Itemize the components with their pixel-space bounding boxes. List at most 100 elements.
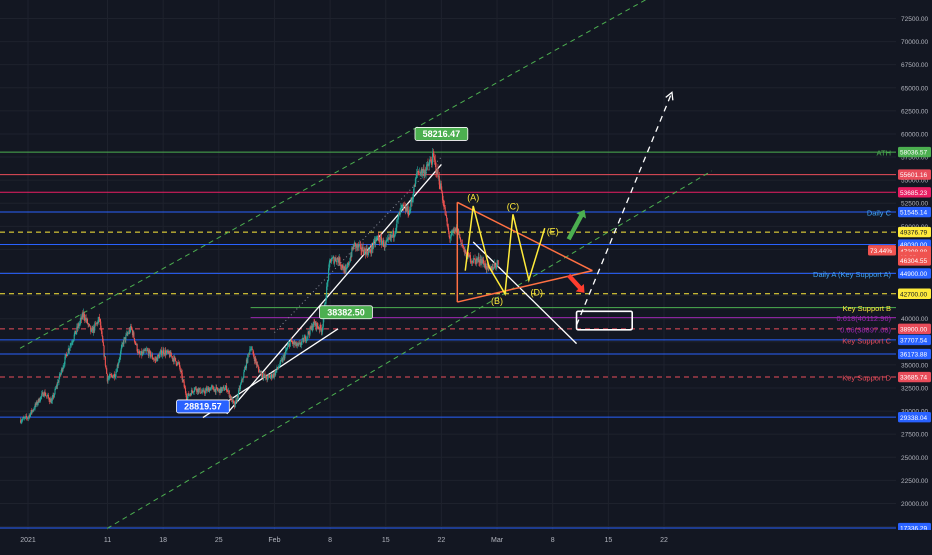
candle-body (365, 248, 367, 255)
candle-body (149, 350, 151, 352)
candle-body (37, 398, 39, 403)
candle-body (37, 402, 39, 405)
candle-body (322, 326, 324, 332)
candle-body (76, 326, 79, 329)
candle-body (162, 349, 164, 354)
candle-body (336, 258, 338, 263)
candle-body (361, 246, 363, 251)
candle-body (491, 267, 493, 271)
candle-body (200, 392, 202, 394)
candle-body (163, 349, 165, 354)
candle-body (220, 387, 222, 392)
candle-body (29, 415, 31, 417)
candle-body (45, 395, 47, 397)
candle-body (486, 264, 488, 270)
candle-body (413, 184, 415, 194)
candle-body (80, 317, 83, 320)
tag-55601: 55601.16 (900, 172, 927, 179)
candle-body (107, 378, 109, 382)
candle-body (420, 168, 422, 173)
candle-body (385, 242, 387, 245)
candle-body (98, 316, 100, 320)
candle-body (146, 349, 148, 351)
candle-body (157, 355, 159, 361)
candle-body (405, 208, 407, 212)
candle-body (281, 359, 283, 361)
price-tick-label: 20000.00 (901, 501, 928, 508)
candle-body (84, 317, 86, 320)
candle-body (404, 206, 406, 207)
candle-body (144, 349, 146, 351)
candle-body (290, 339, 293, 342)
candle-body (74, 330, 77, 334)
candle-body (337, 258, 339, 260)
candle-body (414, 184, 416, 187)
bearish-arrow (566, 273, 585, 293)
price-tick-label: 70000.00 (901, 39, 928, 46)
candle-body (186, 396, 189, 400)
candle-body (128, 330, 130, 334)
candle-body (104, 356, 106, 357)
candle-body (169, 352, 171, 357)
candle-body (429, 160, 431, 163)
candle-body (280, 360, 282, 361)
candle-body (391, 235, 393, 236)
candle-body (360, 244, 362, 251)
candle-body (86, 319, 88, 321)
candle-body (448, 232, 450, 237)
candle-body (158, 355, 160, 358)
candle-body (343, 266, 346, 274)
candle-body (258, 369, 260, 373)
candle-body (201, 391, 203, 393)
candle-body (218, 390, 220, 391)
candle-body (389, 237, 391, 239)
time-scale[interactable]: 2021 11 18 25 Feb 8 15 22 Mar 8 15 22 (20, 537, 668, 544)
tag-53685: 53685.23 (900, 190, 927, 197)
price-tick-label: 52500.00 (901, 201, 928, 208)
candle-body (126, 333, 128, 335)
candle-body (41, 392, 43, 394)
candle-body (460, 239, 462, 245)
candle-body (490, 266, 492, 269)
candle-body (203, 389, 205, 393)
candle-body (390, 235, 392, 238)
candle-body (56, 385, 58, 387)
candle-body (159, 354, 161, 358)
candle-body (239, 387, 241, 389)
candle-body (426, 164, 428, 165)
candle-body (30, 410, 32, 414)
candle-body (85, 317, 87, 321)
candle-body (362, 246, 364, 253)
candle-body (419, 171, 421, 175)
tag-46304: 46304.55 (900, 258, 927, 265)
candle-body (166, 350, 168, 353)
time-scale-background (0, 530, 932, 550)
candle-body (290, 339, 292, 342)
candle-body (133, 332, 135, 339)
candle-body (137, 351, 140, 353)
level-annotation-daily-c: Daily C (867, 209, 892, 218)
candle-body (308, 333, 310, 335)
candle-body (198, 389, 200, 393)
candle-body (63, 365, 65, 368)
candle-body (90, 329, 92, 332)
candle-body (375, 240, 377, 244)
candle-body (155, 357, 157, 360)
candle-body (409, 209, 411, 211)
candle-body (241, 378, 243, 383)
candle-body (232, 399, 234, 403)
candle-body (449, 236, 451, 239)
candle-body (474, 258, 476, 260)
candle-body (180, 370, 182, 372)
candle-body (327, 280, 329, 283)
time-tick-label: 18 (159, 537, 167, 544)
candle-body (458, 234, 460, 235)
candle-body (312, 327, 314, 331)
candle-body (70, 344, 72, 346)
time-tick-label: 15 (604, 537, 612, 544)
candle-body (481, 259, 483, 264)
candle-body (278, 366, 280, 368)
candle-body (414, 178, 416, 187)
trendlines (19, 0, 712, 539)
